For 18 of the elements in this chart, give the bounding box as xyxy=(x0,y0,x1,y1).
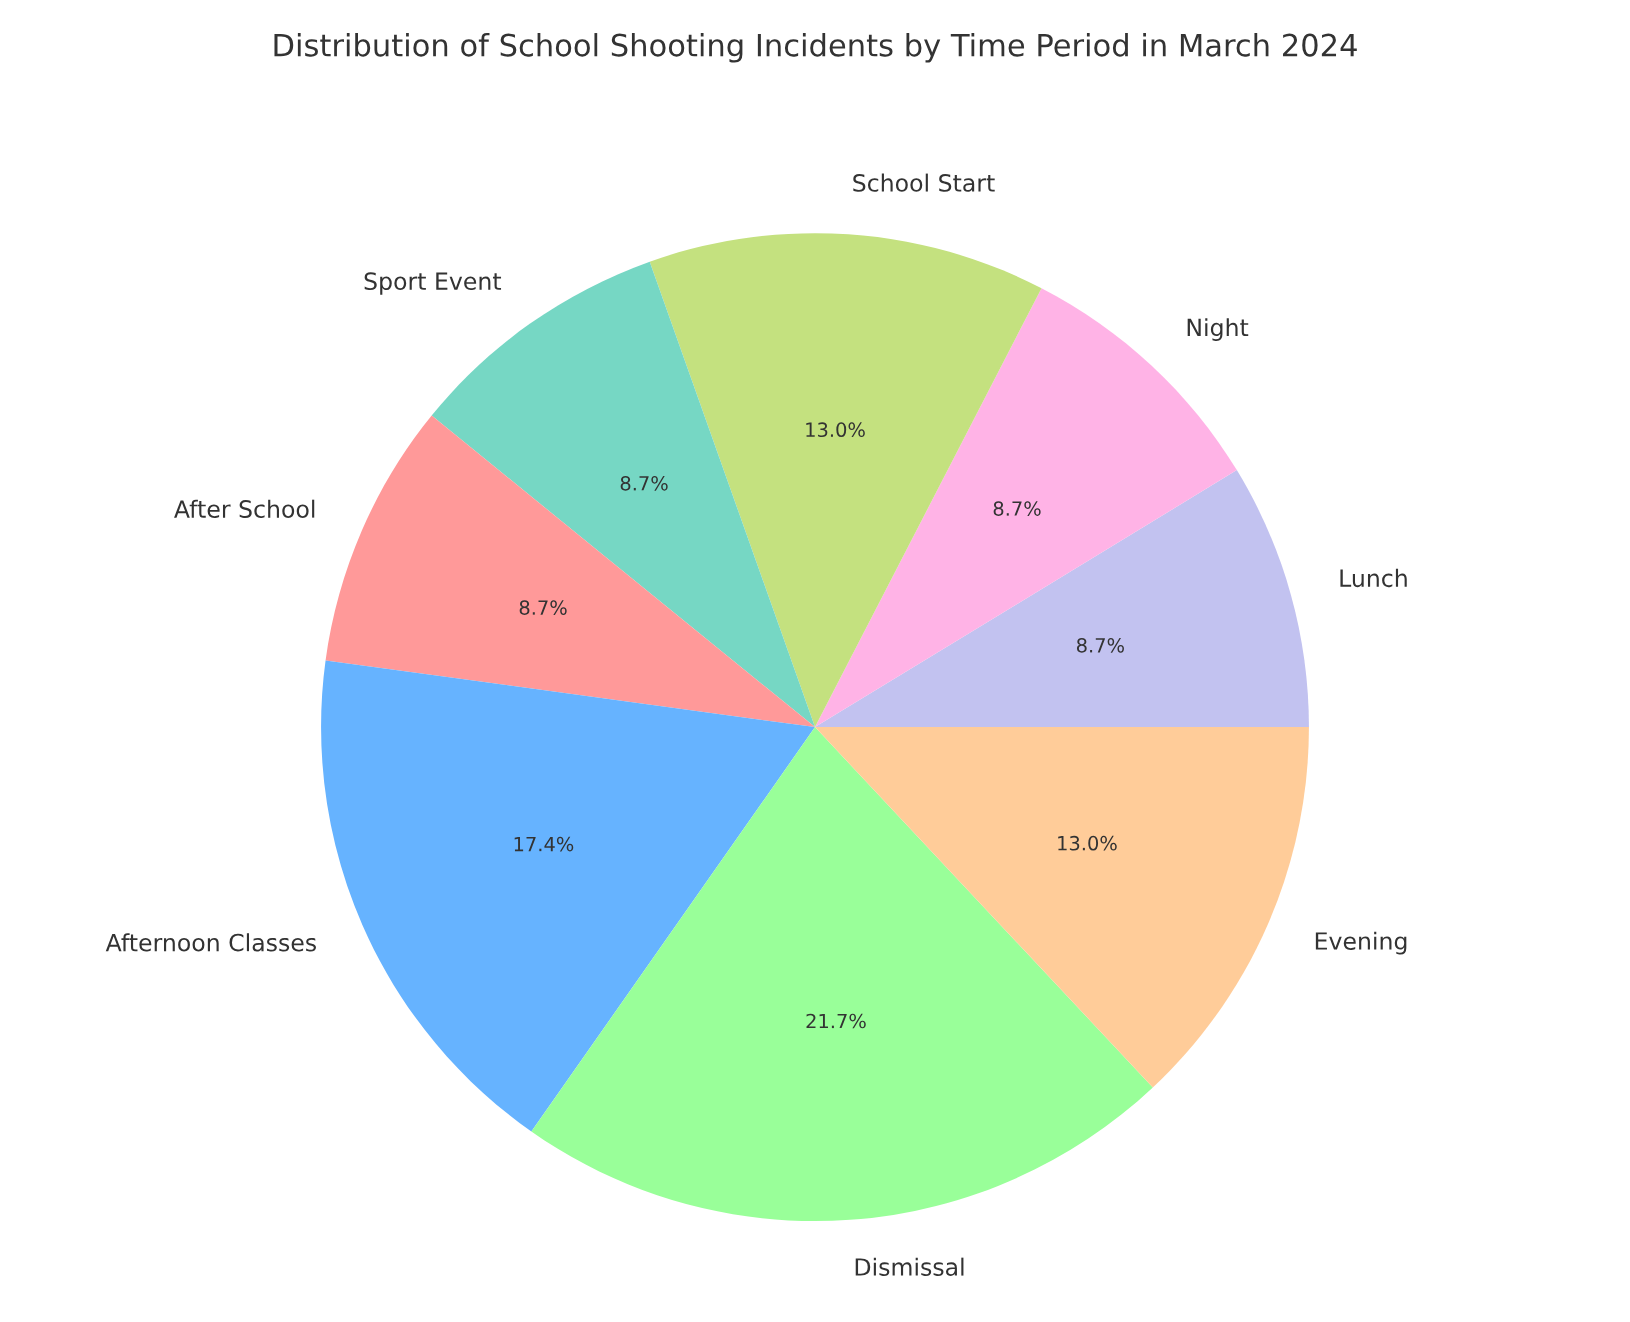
slice-label: Sport Event xyxy=(364,272,502,295)
slice-label: Evening xyxy=(1315,931,1407,955)
data-label: 13.0% xyxy=(806,422,865,438)
chart-title: Distribution of School Shooting Incidents by Time Period in March 2024 xyxy=(274,33,1357,63)
slice-label: After School xyxy=(174,499,315,518)
data-label: 8.7% xyxy=(993,501,1041,516)
slice-label: Lunch xyxy=(1340,568,1407,588)
slice-label: Afternoon Classes xyxy=(105,933,316,952)
data-label: 8.7% xyxy=(519,600,567,615)
data-label: 17.4% xyxy=(514,836,574,852)
slice-label: School Start xyxy=(853,173,995,192)
slice-label: Night xyxy=(1187,318,1249,341)
data-label: 8.7% xyxy=(1076,637,1124,653)
pie-slice xyxy=(815,470,1309,728)
data-label: 13.0% xyxy=(1058,835,1117,851)
data-label: 21.7% xyxy=(806,1013,866,1029)
slice-label: Dismissal xyxy=(855,1257,964,1276)
data-label: 8.7% xyxy=(620,475,668,491)
